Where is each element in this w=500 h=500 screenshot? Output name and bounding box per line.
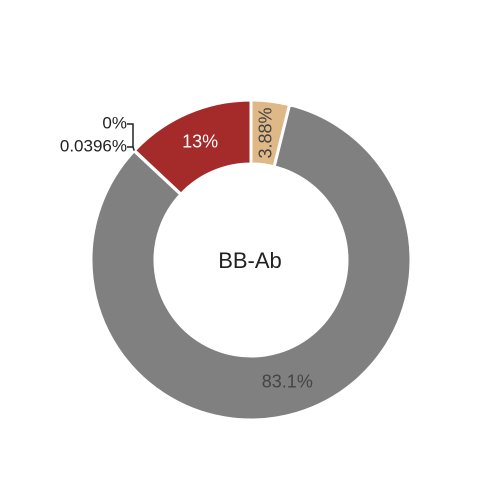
slice-label-4: 13% bbox=[182, 131, 218, 151]
center-label: BB-Ab bbox=[218, 248, 282, 273]
slice-label-1: 83.1% bbox=[262, 371, 313, 391]
leader-bracket bbox=[127, 123, 134, 148]
slice-label-2: 0.0396% bbox=[60, 136, 127, 155]
donut-slice-1 bbox=[89, 103, 413, 422]
slice-labels: 3.88% 83.1% 13% 0.0396% 0% bbox=[60, 107, 313, 391]
slice-label-3: 0% bbox=[102, 113, 127, 132]
donut-slice-4 bbox=[132, 98, 253, 196]
donut-slices bbox=[89, 98, 413, 422]
leader-line bbox=[132, 146, 135, 151]
leader-lines bbox=[127, 123, 135, 151]
slice-label-0: 3.88% bbox=[255, 107, 275, 158]
